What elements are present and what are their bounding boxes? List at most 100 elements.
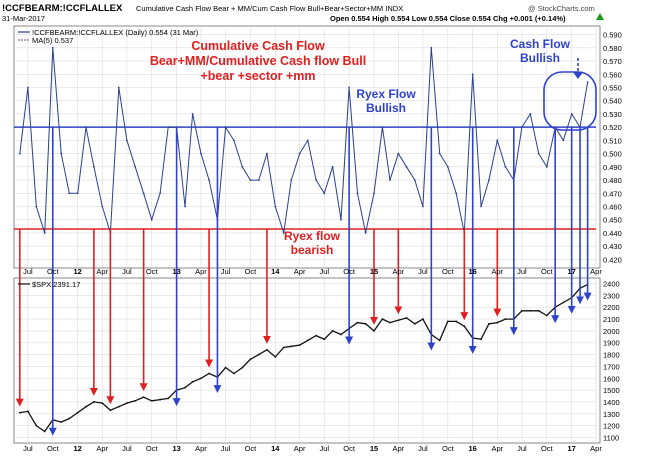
ratio-point (200, 152, 202, 155)
ratio-point (381, 126, 384, 129)
y-tick-label: 0.480 (603, 176, 622, 185)
ratio-point (43, 232, 46, 234)
x-tick-label: Apr (491, 444, 503, 453)
signal-arrows (15, 127, 592, 436)
ratio-point (413, 179, 416, 181)
x-tick-label: Jul (418, 444, 428, 453)
x-tick-label: Apr (590, 444, 602, 453)
ratio-point (191, 113, 194, 115)
x-tick-label: Oct (343, 267, 356, 276)
ratio-point (397, 152, 400, 155)
x-tick-label: Jul (319, 267, 329, 276)
spx-point (521, 309, 523, 312)
spx-point (109, 409, 112, 412)
x-tick-label: 14 (271, 444, 280, 453)
ratio-point (373, 192, 375, 195)
lower-panel-frame (13, 277, 601, 444)
ratio-point (504, 165, 507, 168)
spx-point (381, 318, 384, 320)
ratio-point (159, 192, 162, 195)
y-tick-label: 0.510 (603, 136, 622, 145)
header-quote: Open 0.554 High 0.554 Low 0.554 Close 0.… (330, 14, 566, 23)
spx-point (134, 399, 137, 402)
ratio-point (117, 86, 120, 89)
x-tick-label: Jul (221, 267, 231, 276)
spx-point (306, 339, 309, 342)
x-tick-label: Jul (221, 444, 231, 453)
spx-point (43, 430, 46, 433)
ratio-point (85, 126, 87, 129)
spx-point (117, 405, 120, 408)
spx-point (224, 366, 227, 369)
x-tick-label: 12 (73, 444, 81, 453)
spx-point (480, 338, 482, 341)
y-tick-label: 0.520 (603, 123, 622, 132)
ratio-point (537, 152, 540, 155)
x-tick-label: Jul (122, 444, 132, 453)
spx-point (422, 318, 424, 320)
spx-point (405, 316, 408, 319)
ratio-point (51, 46, 54, 49)
x-tick-label: Oct (541, 444, 554, 453)
ratio-point (76, 192, 79, 195)
x-tick-label: 16 (469, 267, 477, 276)
ratio-point (224, 126, 227, 129)
y-tick-label: 0.420 (603, 255, 622, 264)
ratio-point (488, 179, 490, 181)
x-tick-label: Jul (122, 267, 132, 276)
x-tick-label: 13 (172, 267, 180, 276)
ratio-point (455, 192, 458, 195)
x-tick-label: Apr (294, 267, 306, 276)
cash-flow-bullish-line: Bullish (520, 51, 560, 65)
y-tick-label: 1400 (603, 398, 620, 407)
ratio-point (446, 165, 449, 168)
ratio-point (480, 205, 482, 208)
annotation-cash-flow-bullish: Cash Flow Bullish (510, 37, 597, 131)
y-tick-label: 0.570 (603, 57, 622, 66)
spx-point (413, 322, 416, 325)
ratio-point (26, 86, 29, 89)
y-tick-label: 0.530 (603, 110, 622, 119)
x-tick-label: Apr (491, 267, 503, 276)
spx-point (438, 339, 441, 342)
y-tick-label: 0.490 (603, 163, 622, 172)
x-tick-label: Apr (393, 444, 405, 453)
y-tick-label: 0.500 (603, 150, 622, 159)
x-tick-label: Oct (146, 444, 159, 453)
y-tick-label: 0.430 (603, 242, 622, 251)
spx-point (92, 401, 95, 403)
ratio-point (134, 165, 137, 168)
x-tick-label: Jul (23, 267, 33, 276)
spx-point (142, 396, 145, 399)
spx-point (356, 321, 359, 324)
y-tick-label: 0.550 (603, 84, 622, 93)
x-tick-label: Oct (541, 267, 554, 276)
spx-point (364, 322, 367, 325)
spx-point (282, 346, 285, 349)
cash-flow-highlight-circle (543, 71, 597, 131)
x-tick-label: Oct (245, 267, 258, 276)
ratio-point (306, 139, 309, 142)
ratio-point (405, 165, 408, 168)
annotation-title-line: Bear+MM/Cumulative Cash flow Bull (150, 54, 366, 68)
x-tick-label: 12 (73, 267, 81, 276)
spx-point (125, 402, 128, 405)
y-tick-label: 1800 (603, 351, 620, 360)
ratio-legend-label: !CCFBEARM:!CCFLALLEX (Daily) 0.554 (31 M… (32, 28, 199, 37)
spx-legend-label: $SPX 2391.17 (32, 280, 80, 289)
ratio-point (125, 139, 128, 142)
cash-flow-bullish-line: Cash Flow (510, 37, 571, 51)
spx-point (60, 421, 63, 423)
lower-y-ticks: 1100 1200 1300 1400 1500 1600 1700 1800 1900 2000… (603, 280, 620, 443)
x-axis-labels: Jul Jul Oct Oct 12 12 Apr Apr Jul Jul Oct Oct 13 13 Ap… (23, 267, 602, 453)
x-tick-label: Apr (590, 267, 602, 276)
x-tick-label: Oct (47, 444, 60, 453)
y-tick-label: 1200 (603, 422, 620, 431)
y-tick-label: 1100 (603, 433, 619, 442)
ratio-point (331, 165, 334, 168)
spx-point (496, 321, 499, 324)
y-tick-label: 2300 (603, 291, 620, 300)
ratio-point (496, 139, 499, 142)
spx-point (68, 417, 71, 420)
ratio-point (298, 152, 301, 155)
